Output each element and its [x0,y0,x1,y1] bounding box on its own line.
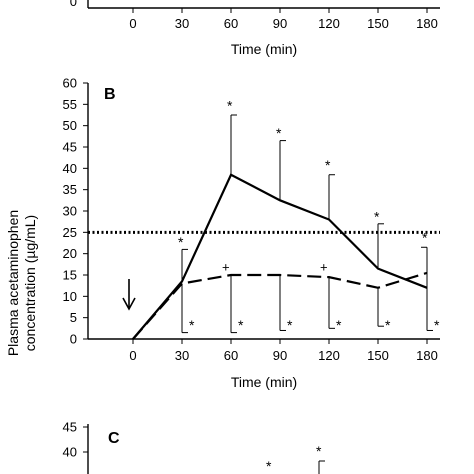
y-tick-label: 60 [63,76,77,91]
significance-star-bottom: * [336,317,342,333]
significance-star-bottom: * [238,317,244,333]
y-tick-label: 20 [63,246,77,261]
x-tick-label: 30 [175,348,189,363]
top-x-tick-label: 150 [367,16,389,31]
y-tick-label: 5 [70,310,77,325]
significance-star-bottom: * [287,317,293,333]
top-x-tick-label: 0 [129,16,136,31]
x-tick-label: 180 [416,348,438,363]
significance-star-bottom: * [385,317,391,333]
panel-a-fragment: 0 0 30 60 90 120 150 180 Time (min) [70,0,440,57]
c-y-tick-label: 45 [63,420,77,435]
top-x-axis-title: Time (min) [231,41,297,57]
y-tick-label: 55 [63,97,77,112]
c-significance-star: * [266,458,272,474]
top-x-tick-label: 180 [416,16,438,31]
x-tick-label: 0 [129,348,136,363]
top-x-tick-label: 120 [318,16,340,31]
c-significance-star: * [316,443,322,459]
top-x-tick-label: 30 [175,16,189,31]
y-tick-label: 10 [63,289,77,304]
y-tick-label: 40 [63,161,77,176]
y-axis-title-line-1: Plasma acetaminophen [5,209,21,357]
significance-star-bottom: * [434,317,440,333]
c-panel-label: C [108,430,120,447]
significance-star: * [422,230,428,246]
x-tick-label: 120 [318,348,340,363]
significance-plus: + [222,259,230,274]
x-axis-title: Time (min) [231,374,297,390]
panel-b: 0 5 10 15 20 25 30 35 40 45 50 55 60 0 30 60 90 120 150 180… [63,76,440,390]
x-tick-label: 150 [367,348,389,363]
significance-plus: + [320,259,328,274]
significance-star: * [374,208,380,224]
panel-c-fragment: 45 40 C * * [63,420,325,474]
y-tick-label: 50 [63,118,77,133]
y-axis-title-line-2: concentration (µg/mL) [22,214,38,352]
y-tick-label: 45 [63,140,77,155]
top-x-tick-label: 90 [273,16,287,31]
series-line-solid [132,173,428,340]
significance-star-bottom: * [189,317,195,333]
top-y-tick-label: 0 [70,0,77,9]
significance-star: * [178,234,184,250]
y-tick-label: 35 [63,182,77,197]
significance-star: * [325,157,331,173]
significance-star: * [227,97,233,113]
significance-star: * [276,125,282,141]
y-tick-label: 25 [63,225,77,240]
top-x-tick-label: 60 [224,16,238,31]
y-tick-label: 15 [63,268,77,283]
panel-label: B [104,86,116,103]
y-tick-label: 0 [70,332,77,347]
x-tick-label: 90 [273,348,287,363]
dose-arrow-head [122,297,136,311]
y-tick-label: 30 [63,204,77,219]
series-line-dashed [132,271,428,340]
x-tick-label: 60 [224,348,238,363]
c-y-tick-label: 40 [63,445,77,460]
